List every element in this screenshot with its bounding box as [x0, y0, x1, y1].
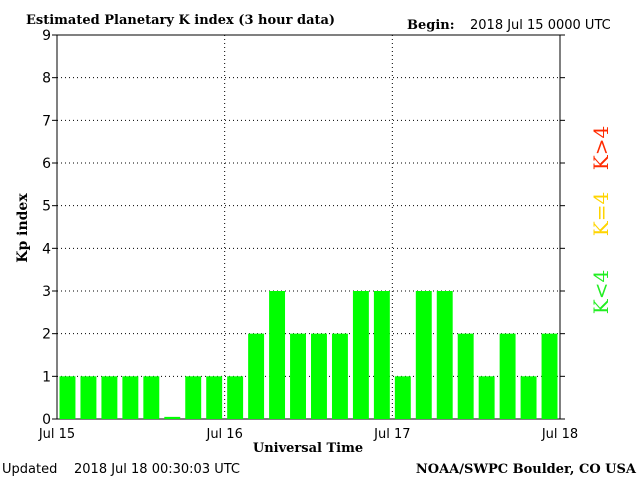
kp-bar — [290, 333, 306, 419]
x-axis-label: Universal Time — [253, 441, 363, 456]
y-tick-label: 0 — [42, 412, 51, 428]
kp-bar — [373, 291, 390, 419]
kp-bar — [59, 376, 76, 419]
y-tick-label: 6 — [42, 156, 51, 172]
y-tick-label: 7 — [42, 113, 51, 129]
kp-bar — [415, 291, 432, 419]
kp-bar — [499, 333, 516, 419]
legend-item: K>4 — [589, 126, 613, 170]
kp-bar — [206, 376, 223, 419]
kp-bar — [143, 376, 160, 419]
kp-bar — [164, 416, 181, 419]
kp-bar — [520, 376, 537, 419]
legend-item: K=4 — [589, 192, 613, 236]
kp-bar — [248, 333, 265, 419]
kp-bar — [227, 376, 244, 419]
kp-bar — [352, 291, 369, 419]
plot-frame — [56, 34, 561, 420]
kp-bar — [311, 333, 327, 419]
x-tick-label: Jul 18 — [541, 427, 578, 442]
chart-title: Estimated Planetary K index (3 hour data… — [26, 13, 335, 28]
kp-bar — [185, 376, 202, 419]
y-tick-label: 8 — [42, 71, 51, 87]
y-tick-label: 1 — [42, 369, 51, 385]
kp-bar — [269, 291, 286, 419]
updated-label: Updated — [2, 462, 57, 477]
begin-value: 2018 Jul 15 0000 UTC — [470, 18, 611, 33]
kp-bar — [436, 291, 453, 419]
kp-bar — [80, 376, 97, 419]
y-axis-label: Kp index — [15, 193, 31, 263]
chart-legend: K>4 K=4 K<4 — [589, 126, 613, 314]
plot-area: 0 1 2 3 4 5 6 7 8 9 Jul 15 Jul 16 Jul 17 Jul 18 — [38, 28, 578, 442]
y-tick-label: 9 — [42, 28, 51, 44]
x-tick-label: Jul 16 — [205, 427, 242, 442]
kp-bar — [541, 333, 558, 419]
kp-bar — [122, 376, 139, 419]
y-tick-label: 5 — [42, 199, 51, 215]
updated-value: 2018 Jul 18 00:30:03 UTC — [74, 462, 240, 477]
x-tick-label: Jul 15 — [38, 427, 75, 442]
kp-bar — [457, 333, 474, 419]
legend-item: K<4 — [589, 270, 613, 314]
kp-bar — [478, 376, 495, 419]
begin-label: Begin: — [407, 18, 455, 33]
x-tick-label: Jul 17 — [373, 427, 410, 442]
kp-bar — [331, 333, 348, 419]
source-credit: NOAA/SWPC Boulder, CO USA — [416, 462, 637, 477]
kp-bar — [101, 376, 118, 419]
y-tick-label: 3 — [42, 284, 51, 300]
kp-bar — [394, 376, 411, 419]
y-tick-label: 4 — [42, 241, 51, 257]
y-tick-label: 2 — [42, 327, 51, 343]
